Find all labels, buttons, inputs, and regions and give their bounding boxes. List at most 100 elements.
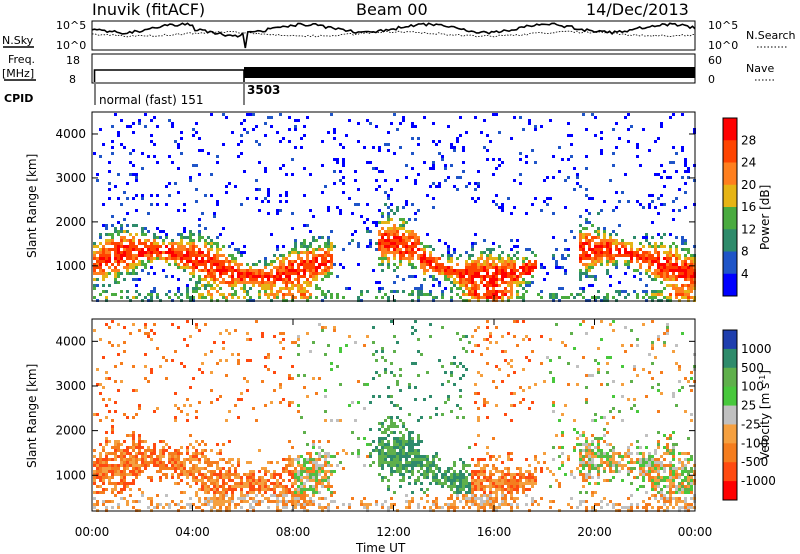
- echo-cell: [627, 473, 630, 476]
- echo-cell: [363, 407, 366, 410]
- echo-cell: [507, 332, 510, 335]
- echo-cell: [108, 479, 111, 482]
- echo-cell: [273, 284, 276, 287]
- echo-cell: [129, 473, 132, 476]
- echo-cell: [624, 245, 627, 248]
- echo-cell: [423, 293, 426, 296]
- echo-cell: [282, 287, 285, 290]
- echo-cell: [312, 266, 315, 269]
- echo-cell: [630, 248, 633, 251]
- echo-cell: [189, 467, 192, 470]
- echo-cell: [510, 392, 513, 395]
- echo-cell: [303, 488, 306, 491]
- echo-cell: [183, 266, 186, 269]
- echo-cell: [609, 461, 612, 464]
- echo-cell: [399, 419, 402, 422]
- echo-cell: [252, 482, 255, 485]
- echo-cell: [579, 434, 582, 437]
- echo-cell: [585, 476, 588, 479]
- echo-cell: [246, 482, 249, 485]
- echo-cell: [357, 296, 360, 299]
- echo-cell: [612, 449, 615, 452]
- echo-cell: [324, 245, 327, 248]
- echo-cell: [132, 500, 135, 503]
- echo-cell: [417, 350, 420, 353]
- echo-cell: [225, 185, 228, 188]
- echo-cell: [507, 284, 510, 287]
- echo-cell: [189, 506, 192, 509]
- echo-cell: [126, 503, 129, 506]
- echo-cell: [591, 239, 594, 242]
- echo-cell: [582, 227, 585, 230]
- echo-cell: [186, 251, 189, 254]
- echo-cell: [444, 476, 447, 479]
- echo-cell: [318, 377, 321, 380]
- echo-cell: [273, 335, 276, 338]
- echo-cell: [432, 266, 435, 269]
- echo-cell: [531, 350, 534, 353]
- echo-cell: [654, 278, 657, 281]
- echo-cell: [411, 203, 414, 206]
- echo-cell: [105, 239, 108, 242]
- echo-cell: [300, 491, 303, 494]
- echo-cell: [114, 185, 117, 188]
- echo-cell: [606, 458, 609, 461]
- echo-cell: [519, 284, 522, 287]
- echo-cell: [294, 245, 297, 248]
- echo-cell: [306, 260, 309, 263]
- echo-cell: [417, 449, 420, 452]
- echo-cell: [531, 263, 534, 266]
- echo-cell: [393, 455, 396, 458]
- echo-cell: [471, 278, 474, 281]
- echo-cell: [525, 272, 528, 275]
- echo-cell: [300, 146, 303, 149]
- echo-cell: [264, 479, 267, 482]
- echo-cell: [210, 506, 213, 509]
- echo-cell: [408, 230, 411, 233]
- echo-cell: [315, 470, 318, 473]
- echo-cell: [333, 137, 336, 140]
- echo-cell: [264, 293, 267, 296]
- echo-cell: [393, 443, 396, 446]
- echo-cell: [570, 230, 573, 233]
- echo-cell: [528, 263, 531, 266]
- echo-cell: [96, 476, 99, 479]
- echo-cell: [306, 395, 309, 398]
- echo-cell: [504, 500, 507, 503]
- echo-cell: [93, 470, 96, 473]
- echo-cell: [159, 461, 162, 464]
- echo-cell: [630, 245, 633, 248]
- echo-cell: [657, 275, 660, 278]
- echo-cell: [165, 359, 168, 362]
- echo-cell: [585, 401, 588, 404]
- echo-cell: [513, 278, 516, 281]
- echo-cell: [276, 245, 279, 248]
- echo-cell: [444, 503, 447, 506]
- echo-cell: [96, 257, 99, 260]
- echo-cell: [324, 353, 327, 356]
- echo-cell: [258, 272, 261, 275]
- echo-cell: [105, 290, 108, 293]
- echo-cell: [111, 446, 114, 449]
- echo-cell: [600, 149, 603, 152]
- echo-cell: [444, 470, 447, 473]
- echo-cell: [327, 455, 330, 458]
- echo-cell: [489, 479, 492, 482]
- echo-cell: [420, 242, 423, 245]
- echo-cell: [447, 269, 450, 272]
- echo-cell: [117, 482, 120, 485]
- echo-cell: [93, 269, 96, 272]
- echo-cell: [165, 185, 168, 188]
- echo-cell: [678, 209, 681, 212]
- echo-cell: [189, 473, 192, 476]
- echo-cell: [453, 281, 456, 284]
- echo-cell: [519, 386, 522, 389]
- echo-cell: [567, 455, 570, 458]
- echo-cell: [138, 329, 141, 332]
- echo-cell: [594, 359, 597, 362]
- echo-cell: [606, 443, 609, 446]
- echo-cell: [471, 245, 474, 248]
- echo-cell: [687, 278, 690, 281]
- echo-cell: [216, 236, 219, 239]
- echo-cell: [255, 281, 258, 284]
